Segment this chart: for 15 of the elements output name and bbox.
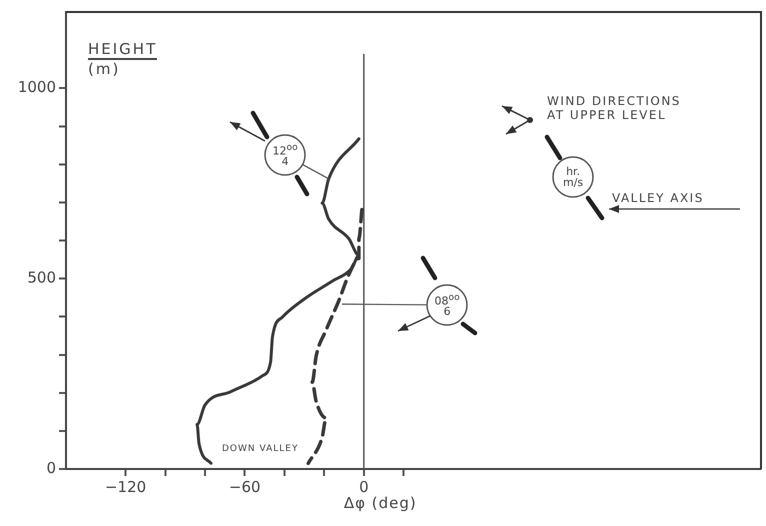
x-tick-label: −60	[228, 478, 261, 496]
y-axis-title: HEIGHT (m)	[88, 40, 158, 78]
y-tick-label: 1000	[18, 78, 56, 96]
y-tick-label: 500	[27, 268, 56, 286]
annotation: hr. m/s	[563, 165, 584, 189]
annotation: DOWN VALLEY	[222, 444, 298, 454]
x-axis-title: Δφ (deg)	[344, 494, 417, 512]
y-tick-label: 0	[46, 458, 56, 477]
annotation: 08$^{oo}$ 6	[434, 292, 460, 318]
annotation: 12$^{oo}$ 4	[272, 142, 298, 168]
x-tick-label: −120	[104, 478, 146, 496]
x-tick-label: 0	[359, 478, 369, 496]
annotation: WIND DIRECTIONS AT UPPER LEVEL	[547, 94, 681, 123]
annotation: VALLEY AXIS	[612, 191, 704, 206]
line-series	[196, 137, 360, 465]
